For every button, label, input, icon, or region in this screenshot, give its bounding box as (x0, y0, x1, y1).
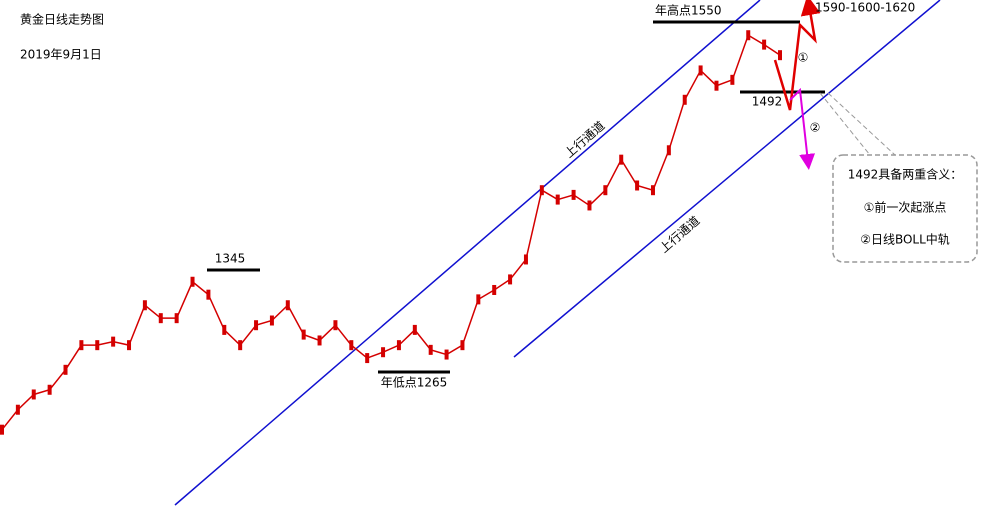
price-candle (396, 340, 401, 351)
price-candle (635, 180, 640, 191)
price-candle (523, 254, 528, 265)
price-candle (285, 300, 290, 311)
price-candle (746, 30, 751, 41)
price-candle (174, 313, 179, 324)
price-candle (619, 154, 624, 165)
price-candle (412, 324, 417, 335)
price-candle (317, 335, 322, 346)
price-candle (95, 340, 100, 351)
price-candle (15, 404, 20, 415)
level-label: 年低点1265 (381, 376, 448, 390)
price-candle (381, 347, 386, 358)
price-candle (190, 276, 195, 287)
path-label: ② (810, 121, 821, 135)
price-candle (0, 424, 4, 435)
price-candle (111, 336, 116, 347)
callout-box (832, 154, 978, 263)
note-title: 1492具备两重含义： (848, 167, 963, 182)
price-candle (79, 340, 84, 351)
price-candle (666, 145, 671, 156)
chart-title: 黄金日线走势图 (20, 12, 104, 27)
channel-line (513, 0, 941, 358)
price-candle (444, 349, 449, 360)
price-candle (762, 39, 767, 50)
price-candle (269, 315, 274, 326)
level-label: 1492 (752, 95, 783, 109)
level-label: 1345 (215, 252, 246, 266)
note-item: ①前一次起涨点 (864, 200, 947, 215)
note-item: ②日线BOLL中轨 (860, 232, 950, 247)
price-candle (301, 329, 306, 340)
price-candle (571, 189, 576, 200)
price-candle (31, 389, 36, 400)
target-label: 1590-1600-1620 (815, 1, 915, 15)
price-candle (539, 185, 544, 196)
price-candle (428, 344, 433, 355)
price-candle (222, 324, 227, 335)
chart-subtitle: 2019年9月1日 (20, 48, 102, 62)
price-candle (47, 384, 52, 395)
channel-label: 上行通道 (657, 214, 702, 256)
price-candle (476, 294, 481, 305)
price-candle (254, 320, 259, 331)
price-candle (698, 65, 703, 76)
price-candle (158, 313, 163, 324)
price-candle (730, 74, 735, 85)
price-candle (587, 200, 592, 211)
price-candle (238, 340, 243, 351)
price-candle (142, 300, 147, 311)
price-candle (492, 284, 497, 295)
callout-line (819, 92, 871, 156)
path-label: ① (798, 51, 809, 65)
price-candle (365, 353, 370, 364)
price-line (1, 34, 781, 431)
price-candle (63, 364, 68, 375)
price-candle (508, 274, 513, 285)
price-candle (555, 194, 560, 205)
price-candle (682, 94, 687, 105)
forecast-up (773, 0, 821, 111)
level-label: 年高点1550 (655, 3, 722, 18)
price-candle (603, 185, 608, 196)
price-candle (127, 340, 132, 351)
price-candle (650, 185, 655, 196)
channel-line (174, 0, 761, 506)
price-candle (778, 50, 782, 61)
price-candle (460, 340, 465, 351)
price-candle (333, 320, 338, 331)
price-candle (206, 289, 211, 300)
price-candle (349, 340, 354, 351)
callout-line (827, 92, 896, 156)
forecast-down (789, 87, 816, 170)
channel-label: 上行通道 (562, 119, 607, 161)
price-candle (714, 80, 719, 91)
